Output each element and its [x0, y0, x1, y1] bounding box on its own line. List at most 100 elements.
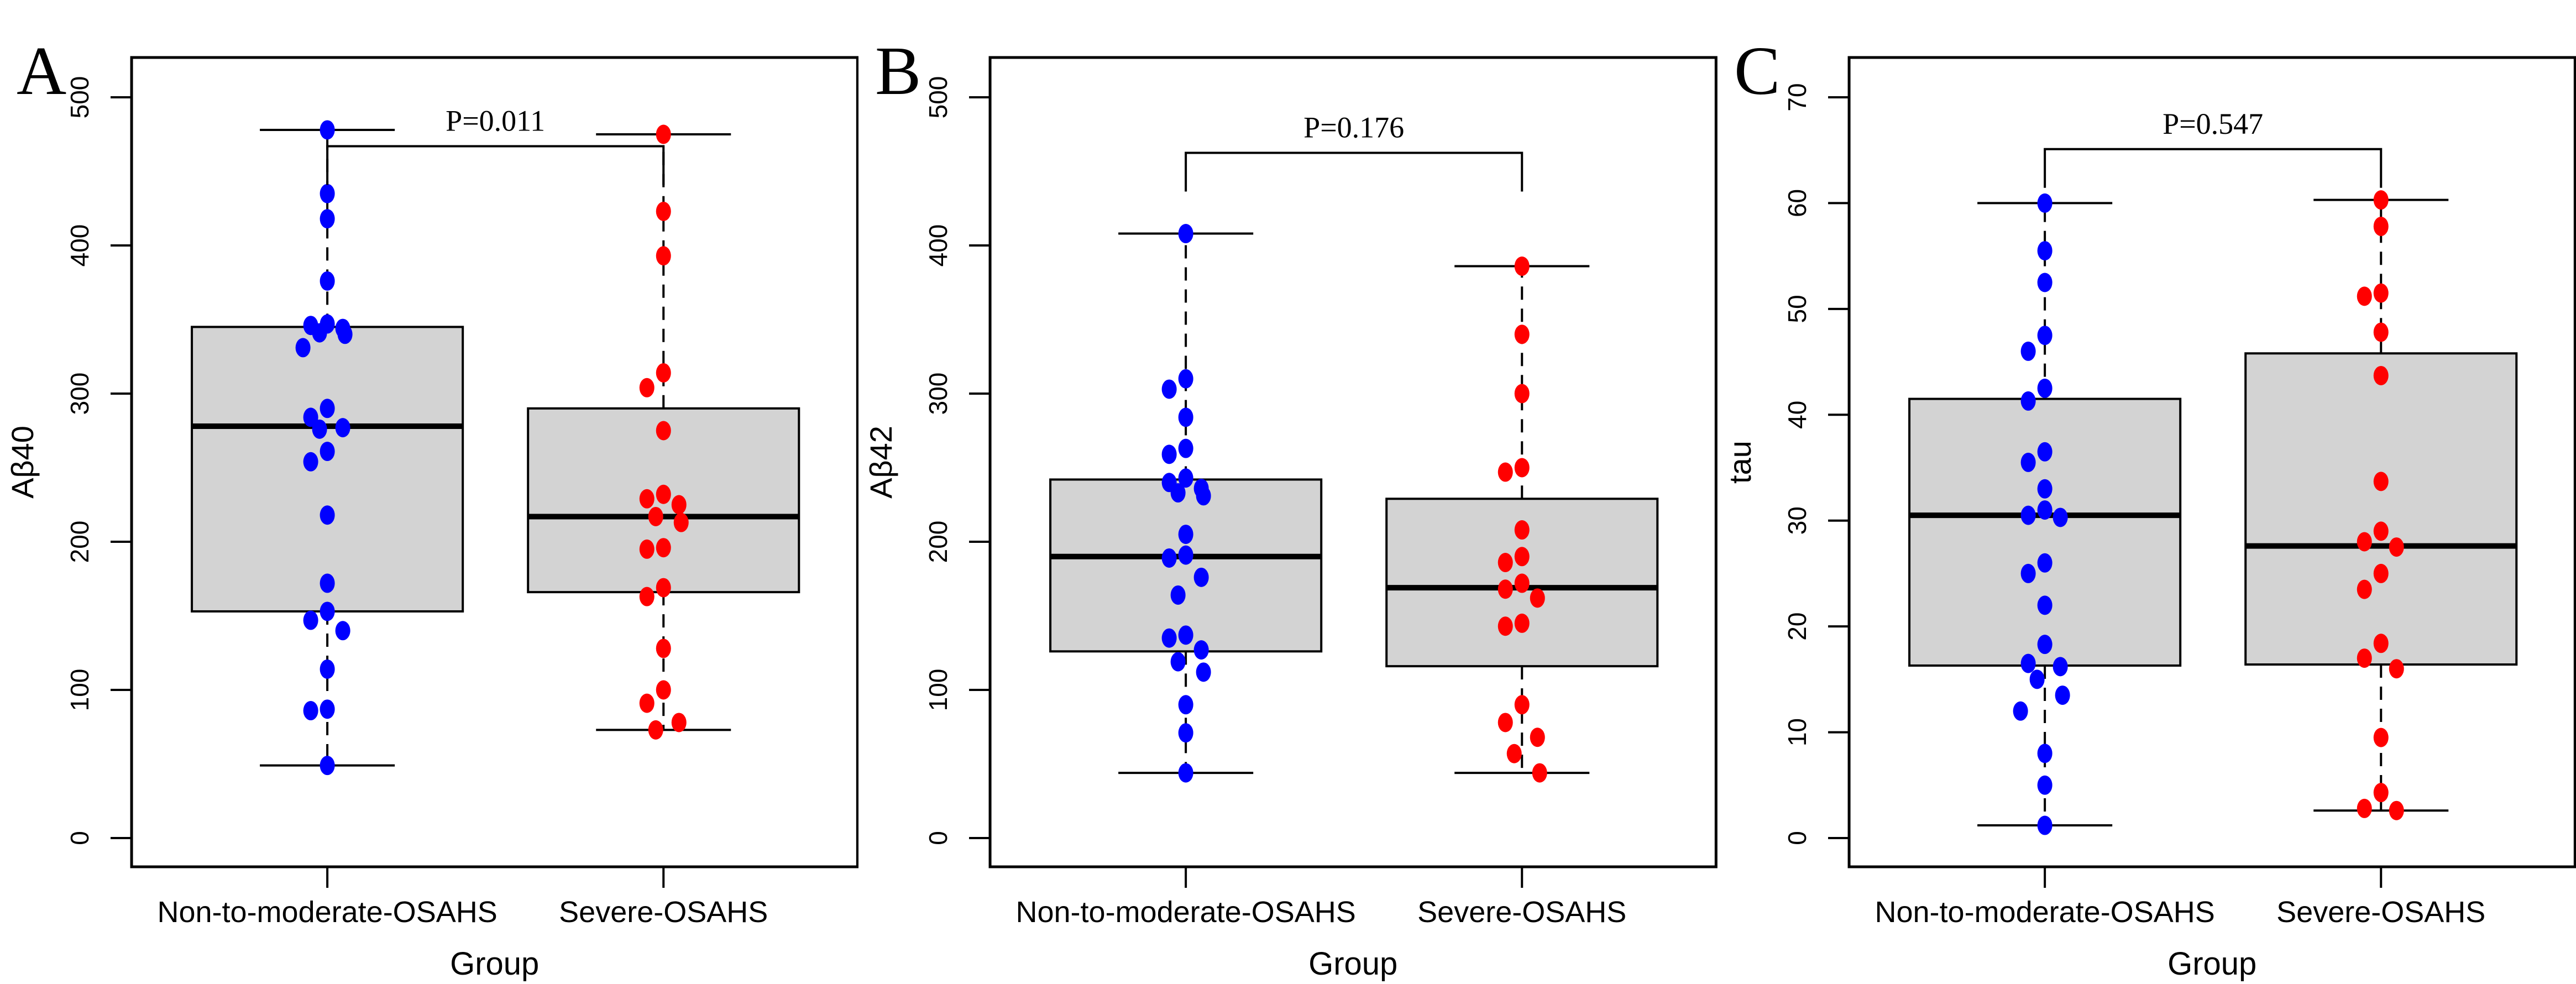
panel-A: 0 100 200 300 400 500 Aβ40 A Non-to-moderate-OSA… — [0, 0, 859, 984]
data-point — [1515, 324, 1530, 344]
data-point — [2037, 378, 2053, 398]
x-category-label: Non-to-moderate-OSAHS — [1875, 896, 2214, 929]
y-tick-label: 60 — [1783, 189, 1811, 217]
y-tick-label: 50 — [1783, 295, 1811, 323]
panel-letter: C — [1734, 33, 1780, 109]
panel-letter: B — [875, 33, 921, 109]
x-axis-title: Group — [1308, 946, 1397, 982]
data-point — [2373, 521, 2389, 541]
data-point — [2373, 563, 2389, 583]
data-point — [656, 484, 671, 504]
data-point — [656, 246, 671, 266]
data-point — [639, 587, 655, 606]
data-point — [2020, 563, 2036, 583]
data-point — [2013, 701, 2028, 721]
x-axis-title: Group — [2167, 946, 2256, 982]
data-point — [1170, 585, 1186, 605]
plot-box-border — [1847, 56, 2576, 868]
data-point — [295, 338, 311, 358]
data-point — [2357, 532, 2372, 552]
data-point — [1161, 379, 1177, 399]
data-point — [639, 378, 655, 397]
data-point — [1498, 462, 1514, 482]
panel-C: 0 10 20 30 40 50 60 70 tau C Non-to-moderate-OSAHS… — [1717, 0, 2576, 984]
data-point — [337, 324, 353, 344]
data-point — [320, 573, 335, 593]
data-point — [2037, 775, 2053, 795]
data-point — [2373, 283, 2389, 303]
data-point — [2373, 727, 2389, 747]
data-point — [2373, 472, 2389, 491]
data-point — [320, 659, 335, 679]
data-point — [671, 713, 687, 732]
data-point — [2037, 815, 2053, 835]
boxplot-svg-B: 0 100 200 300 400 500 Aβ42 B Non-to-moderate-OSA… — [858, 0, 1718, 984]
y-tick-label: 100 — [65, 669, 94, 711]
data-point — [1515, 257, 1530, 276]
data-point — [2037, 744, 2053, 763]
data-point — [1161, 548, 1177, 568]
data-point — [1515, 695, 1530, 715]
data-point — [1196, 486, 1211, 506]
data-point — [303, 701, 318, 721]
x-category-label: Severe-OSAHS — [1417, 896, 1626, 929]
data-point — [1170, 652, 1186, 672]
data-point — [2389, 537, 2404, 557]
y-tick-label: 200 — [65, 521, 94, 563]
y-tick-label: 100 — [924, 669, 952, 711]
data-point — [656, 578, 671, 598]
data-point — [1161, 628, 1177, 648]
data-point — [320, 601, 335, 621]
boxplot-svg-A: 0 100 200 300 400 500 Aβ40 A Non-to-moderate-OSA… — [0, 0, 859, 984]
data-point — [1178, 438, 1193, 458]
data-point — [2037, 553, 2053, 573]
data-point — [656, 201, 671, 221]
significance-bracket — [326, 145, 665, 185]
significance-bracket — [2043, 148, 2382, 188]
data-point — [320, 209, 335, 229]
iqr-box — [2244, 352, 2517, 666]
y-tick-label: 10 — [1783, 718, 1811, 746]
y-tick-label: 30 — [1783, 506, 1811, 535]
data-point — [1196, 662, 1211, 682]
y-tick-label: 20 — [1783, 613, 1811, 641]
iqr-box — [191, 326, 464, 613]
data-point — [1178, 625, 1193, 645]
data-point — [320, 184, 335, 203]
box-group-1 — [1049, 224, 1323, 783]
data-point — [1498, 553, 1514, 573]
data-point — [1178, 525, 1193, 545]
y-tick-label: 200 — [924, 521, 952, 563]
data-point — [648, 720, 663, 740]
data-point — [320, 271, 335, 291]
x-category-label: Severe-OSAHS — [559, 896, 768, 929]
y-tick-label: 500 — [65, 76, 94, 119]
data-point — [1178, 763, 1193, 783]
data-point — [1532, 763, 1548, 783]
data-point — [2053, 507, 2068, 527]
data-point — [656, 363, 671, 383]
data-point — [2357, 286, 2372, 306]
data-point — [656, 680, 671, 700]
y-axis-title: tau — [1722, 441, 1757, 484]
data-point — [1515, 573, 1530, 593]
data-point — [2357, 798, 2372, 818]
data-point — [2373, 190, 2389, 210]
data-point — [2389, 659, 2404, 679]
data-point — [1498, 713, 1514, 732]
data-point — [1178, 369, 1193, 389]
data-point — [639, 539, 655, 559]
data-point — [671, 495, 687, 515]
data-point — [320, 505, 335, 525]
data-point — [1161, 444, 1177, 464]
data-point — [2373, 365, 2389, 385]
data-point — [1178, 695, 1193, 715]
data-point — [2037, 479, 2053, 499]
iqr-box — [1908, 397, 2181, 667]
data-point — [2037, 326, 2053, 346]
p-value-label: P=0.011 — [446, 104, 545, 137]
plot-box-border — [988, 56, 1718, 868]
data-point — [2373, 634, 2389, 653]
data-point — [2020, 653, 2036, 673]
data-point — [1178, 224, 1193, 244]
